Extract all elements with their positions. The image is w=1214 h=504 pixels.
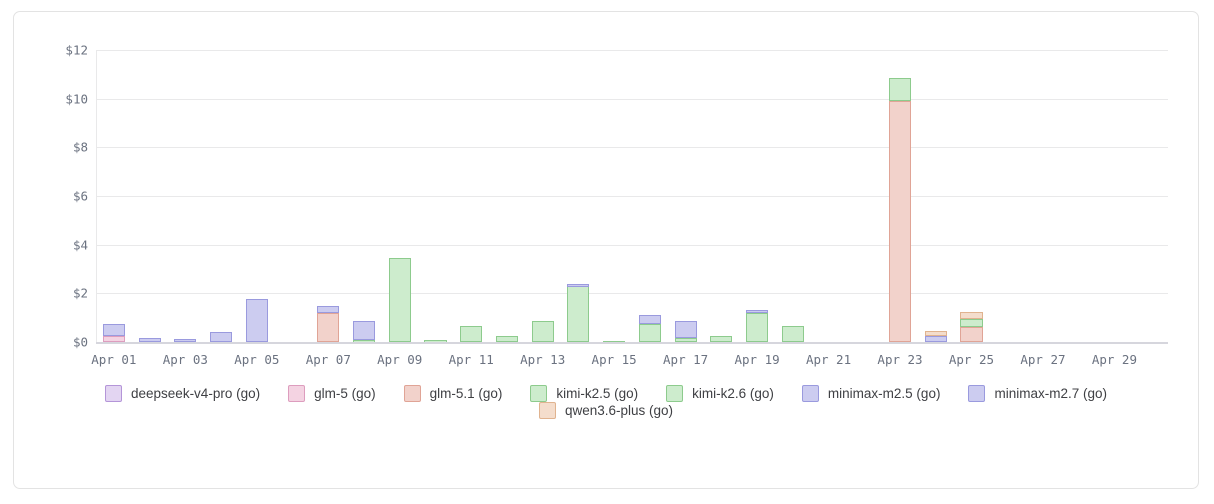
legend-item-label: kimi-k2.5 (go) xyxy=(556,386,639,401)
legend-swatch-icon xyxy=(105,385,123,402)
legend-item[interactable]: minimax-m2.5 (go) xyxy=(801,385,941,402)
legend-item[interactable]: qwen3.6-plus (go) xyxy=(538,402,674,419)
legend-item-label: qwen3.6-plus (go) xyxy=(564,403,674,418)
legend-swatch-icon xyxy=(801,385,819,402)
legend-row: qwen3.6-plus (go) xyxy=(13,402,1199,419)
legend-item-label: minimax-m2.5 (go) xyxy=(827,386,941,401)
legend-item[interactable]: glm-5 (go) xyxy=(288,385,376,402)
legend-swatch-icon xyxy=(288,385,306,402)
legend-item-label: deepseek-v4-pro (go) xyxy=(131,386,261,401)
legend-item-label: kimi-k2.6 (go) xyxy=(692,386,774,401)
legend-swatch-icon xyxy=(538,402,556,419)
legend-swatch-icon xyxy=(530,385,548,402)
legend-swatch-icon xyxy=(403,385,421,402)
legend-item-label: glm-5.1 (go) xyxy=(429,386,503,401)
legend-swatch-icon xyxy=(968,385,986,402)
legend-item[interactable]: kimi-k2.6 (go) xyxy=(666,385,774,402)
legend-item[interactable]: deepseek-v4-pro (go) xyxy=(105,385,260,402)
chart-legend: deepseek-v4-pro (go) glm-5 (go) glm-5.1 (g… xyxy=(13,385,1199,419)
legend-item-label: minimax-m2.7 (go) xyxy=(994,386,1107,401)
legend-item[interactable]: kimi-k2.5 (go) xyxy=(530,385,638,402)
legend-item-label: glm-5 (go) xyxy=(314,386,376,401)
legend-swatch-icon xyxy=(666,385,684,402)
legend-item[interactable]: glm-5.1 (go) xyxy=(403,385,503,402)
legend-item[interactable]: minimax-m2.7 (go) xyxy=(968,385,1107,402)
chart-card xyxy=(13,11,1199,489)
legend-row: deepseek-v4-pro (go) glm-5 (go) glm-5.1 (g… xyxy=(13,385,1199,402)
